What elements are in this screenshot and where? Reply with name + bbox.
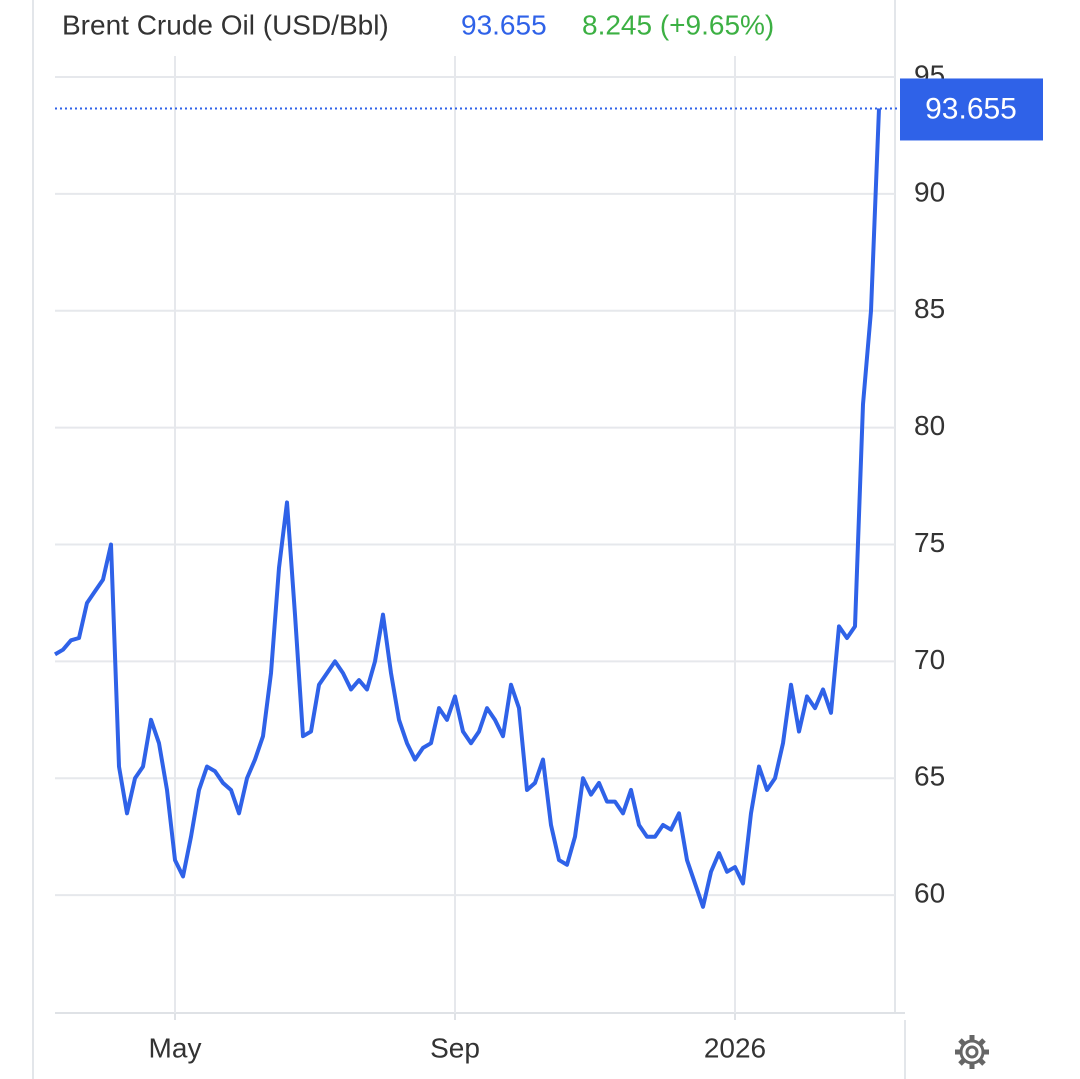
price-line — [53, 108, 881, 909]
change: 8.245 (+9.65%) — [582, 9, 774, 40]
x-tick-label: May — [149, 1032, 202, 1063]
y-tick-label: 90 — [914, 176, 945, 207]
y-tick-label: 75 — [914, 527, 945, 558]
title: Brent Crude Oil (USD/Bbl) — [62, 9, 389, 40]
y-tick-label: 80 — [914, 410, 945, 441]
x-tick-label: 2026 — [704, 1032, 766, 1063]
settings-icon[interactable] — [955, 1035, 989, 1069]
y-tick-label: 85 — [914, 293, 945, 324]
last-price-label: 93.655 — [925, 92, 1017, 125]
gear-hub[interactable] — [965, 1045, 979, 1059]
y-tick-label: 70 — [914, 644, 945, 675]
x-tick-label: Sep — [430, 1032, 480, 1063]
last-price-box — [900, 78, 1043, 141]
gear-ring[interactable] — [959, 1039, 985, 1065]
y-tick-label: 65 — [914, 761, 945, 792]
price: 93.655 — [461, 9, 547, 40]
gear-teeth[interactable] — [955, 1035, 989, 1069]
y-tick-label: 60 — [914, 878, 945, 909]
